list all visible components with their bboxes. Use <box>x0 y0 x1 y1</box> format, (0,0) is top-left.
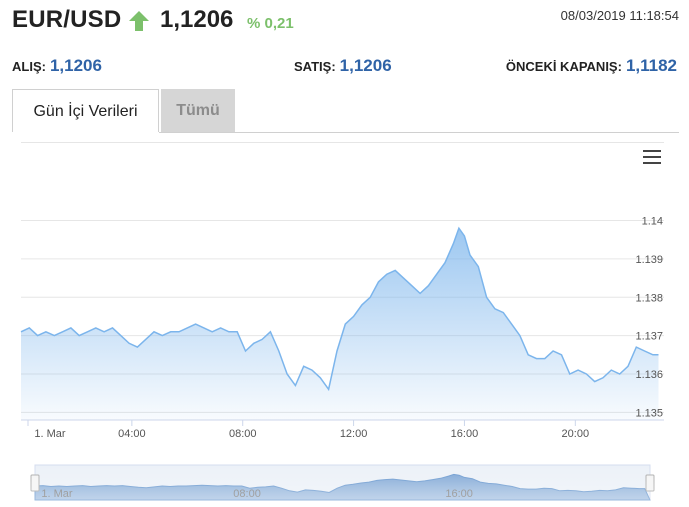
quote-header: EUR/USD 1,1206 % 0,21 08/03/2019 11:18:5… <box>12 6 679 40</box>
up-arrow-icon <box>129 11 149 31</box>
ask-label: SATIŞ: <box>294 59 336 74</box>
bid-quote: ALIŞ: 1,1206 <box>12 56 102 76</box>
tab-intraday[interactable]: Gün İçi Verileri <box>12 89 159 132</box>
series-area <box>21 228 659 420</box>
previous-close-value: 1,1182 <box>625 56 677 75</box>
previous-close-label: ÖNCEKİ KAPANIŞ: <box>505 59 622 74</box>
y-tick-label: 1.137 <box>635 331 663 343</box>
x-tick-label: 12:00 <box>340 428 368 440</box>
series-line <box>20 226 659 392</box>
y-tick-label: 1.135 <box>635 407 663 419</box>
y-tick-label: 1.138 <box>635 292 663 304</box>
x-tick-label: 20:00 <box>562 428 590 440</box>
bid-label: ALIŞ: <box>12 59 46 74</box>
bid-value: 1,1206 <box>49 56 102 75</box>
hamburger-menu-icon[interactable] <box>643 150 661 164</box>
ask-quote: SATIŞ: 1,1206 <box>294 56 392 76</box>
y-tick-label: 1.139 <box>635 254 663 266</box>
current-price: 1,1206 <box>160 6 234 33</box>
x-tick-label: 1. Mar <box>34 428 66 440</box>
y-tick-label: 1.14 <box>642 216 663 228</box>
previous-close-quote: ÖNCEKİ KAPANIŞ: 1,1182 <box>506 56 677 76</box>
quote-timestamp: 08/03/2019 11:18:54 <box>560 8 679 23</box>
quote-summary: ALIŞ: 1,1206 SATIŞ: 1,1206 ÖNCEKİ KAPANIŞ:… <box>12 56 677 80</box>
x-tick-label: 08:00 <box>229 428 257 440</box>
x-tick-label: 04:00 <box>118 428 146 440</box>
x-tick-label: 16:00 <box>451 428 479 440</box>
currency-pair-title: EUR/USD <box>12 6 122 33</box>
tab-all[interactable]: Tümü <box>161 89 235 132</box>
y-tick-label: 1.136 <box>635 369 663 381</box>
price-chart: 1.135 1.136 1.137 1.138 1.139 1.14 1. Mar 04:0… <box>0 142 689 507</box>
percent-change: % 0,21 <box>247 15 294 32</box>
ask-value: 1,1206 <box>339 56 392 75</box>
tab-divider <box>159 132 679 133</box>
